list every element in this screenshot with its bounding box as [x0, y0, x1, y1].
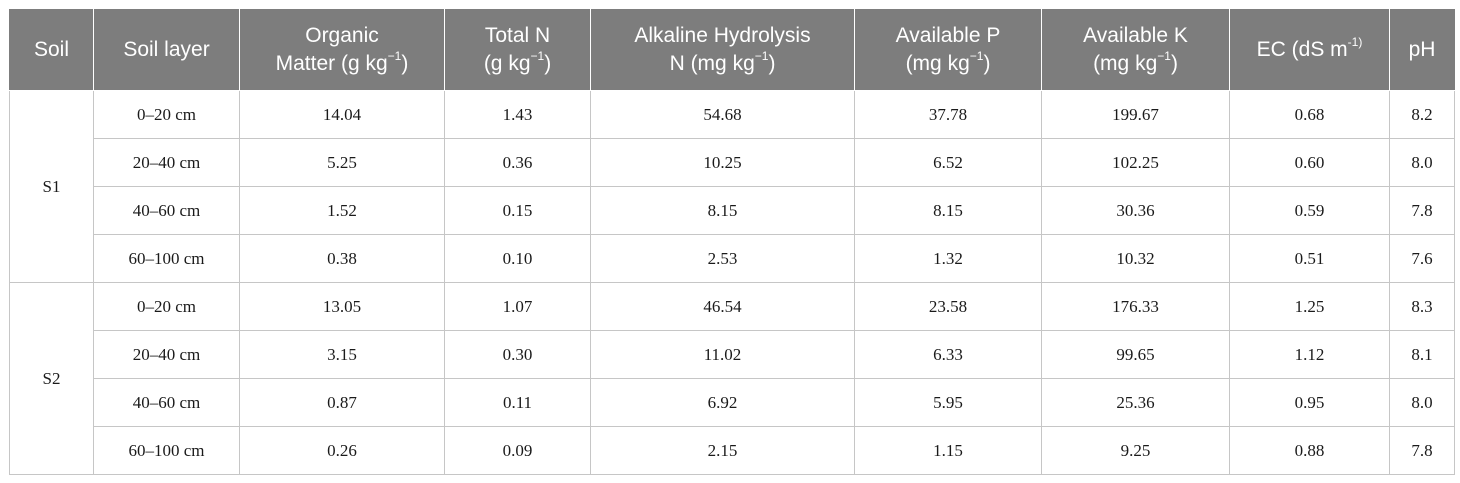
table-row: 20–40 cm 3.15 0.30 11.02 6.33 99.65 1.12 8.1 — [10, 330, 1455, 379]
available-k-cell: 102.25 — [1041, 138, 1230, 187]
alkaline-hydrolysis-n-cell: 8.15 — [590, 186, 855, 235]
header-soil-layer: Soil layer — [93, 9, 240, 91]
total-n-cell: 1.43 — [444, 90, 591, 139]
alkaline-hydrolysis-n-cell: 10.25 — [590, 138, 855, 187]
header-ec: EC (dS m-1) — [1229, 9, 1390, 91]
organic-matter-cell: 0.38 — [239, 234, 445, 283]
available-p-cell: 6.52 — [854, 138, 1042, 187]
alkaline-hydrolysis-n-cell: 11.02 — [590, 330, 855, 379]
header-soil: Soil — [9, 9, 94, 91]
soil-layer-cell: 60–100 cm — [93, 426, 240, 475]
header-available-p: Available P (mg kg−1) — [854, 9, 1042, 91]
total-n-cell: 0.09 — [444, 426, 591, 475]
alkaline-hydrolysis-n-cell: 2.53 — [590, 234, 855, 283]
organic-matter-cell: 0.26 — [239, 426, 445, 475]
available-p-cell: 1.15 — [854, 426, 1042, 475]
ph-cell: 7.8 — [1389, 186, 1455, 235]
table-row: 40–60 cm 1.52 0.15 8.15 8.15 30.36 0.59 7.8 — [10, 186, 1455, 235]
total-n-cell: 0.11 — [444, 378, 591, 427]
soil-layer-cell: 0–20 cm — [93, 90, 240, 139]
alkaline-hydrolysis-n-cell: 46.54 — [590, 282, 855, 331]
soil-layer-cell: 20–40 cm — [93, 138, 240, 187]
ec-cell: 1.12 — [1229, 330, 1390, 379]
available-p-cell: 5.95 — [854, 378, 1042, 427]
available-k-cell: 30.36 — [1041, 186, 1230, 235]
header-ph: pH — [1389, 9, 1455, 91]
available-p-cell: 1.32 — [854, 234, 1042, 283]
table-row: S2 0–20 cm 13.05 1.07 46.54 23.58 176.33 1.25 8.… — [9, 282, 1455, 475]
available-k-cell: 176.33 — [1041, 282, 1230, 331]
soil-layer-cell: 60–100 cm — [93, 234, 240, 283]
ph-cell: 7.8 — [1389, 426, 1455, 475]
ec-cell: 0.60 — [1229, 138, 1390, 187]
total-n-cell: 0.15 — [444, 186, 591, 235]
ec-cell: 0.51 — [1229, 234, 1390, 283]
ph-cell: 8.2 — [1389, 90, 1455, 139]
ec-cell: 0.59 — [1229, 186, 1390, 235]
available-k-cell: 99.65 — [1041, 330, 1230, 379]
table-row: S1 0–20 cm 14.04 1.43 54.68 37.78 199.67 0.68 8.… — [9, 90, 1455, 283]
table-row: 40–60 cm 0.87 0.11 6.92 5.95 25.36 0.95 8.0 — [10, 378, 1455, 427]
ec-cell: 0.95 — [1229, 378, 1390, 427]
organic-matter-cell: 14.04 — [239, 90, 445, 139]
total-n-cell: 1.07 — [444, 282, 591, 331]
ec-cell: 0.88 — [1229, 426, 1390, 475]
alkaline-hydrolysis-n-cell: 2.15 — [590, 426, 855, 475]
soil-layer-cell: 0–20 cm — [93, 282, 240, 331]
available-k-cell: 25.36 — [1041, 378, 1230, 427]
available-k-cell: 9.25 — [1041, 426, 1230, 475]
soil-properties-table: Soil Soil layer Organic Matter (g kg−1) … — [9, 9, 1455, 475]
available-p-cell: 6.33 — [854, 330, 1042, 379]
alkaline-hydrolysis-n-cell: 54.68 — [590, 90, 855, 139]
organic-matter-cell: 0.87 — [239, 378, 445, 427]
available-k-cell: 199.67 — [1041, 90, 1230, 139]
soil-group-cell: S2 — [9, 282, 94, 475]
organic-matter-cell: 3.15 — [239, 330, 445, 379]
table-row: 20–40 cm 5.25 0.36 10.25 6.52 102.25 0.60 8.0 — [10, 138, 1455, 187]
available-k-cell: 10.32 — [1041, 234, 1230, 283]
table-row: 60–100 cm 0.26 0.09 2.15 1.15 9.25 0.88 7.8 — [10, 426, 1455, 475]
ec-cell: 1.25 — [1229, 282, 1390, 331]
header-organic-matter: Organic Matter (g kg−1) — [239, 9, 445, 91]
soil-group-cell: S1 — [9, 90, 94, 283]
header-alkaline-hydrolysis-n: Alkaline Hydrolysis N (mg kg−1) — [590, 9, 855, 91]
ph-cell: 8.1 — [1389, 330, 1455, 379]
soil-layer-cell: 40–60 cm — [93, 378, 240, 427]
available-p-cell: 8.15 — [854, 186, 1042, 235]
header-total-n: Total N (g kg−1) — [444, 9, 591, 91]
table-body: S1 0–20 cm 14.04 1.43 54.68 37.78 199.67 0.68 8.… — [9, 90, 1455, 475]
soil-layer-cell: 20–40 cm — [93, 330, 240, 379]
soil-layer-cell: 40–60 cm — [93, 186, 240, 235]
available-p-cell: 23.58 — [854, 282, 1042, 331]
header-available-k: Available K (mg kg−1) — [1041, 9, 1230, 91]
available-p-cell: 37.78 — [854, 90, 1042, 139]
header-row: Soil Soil layer Organic Matter (g kg−1) … — [9, 9, 1455, 91]
ph-cell: 8.3 — [1389, 282, 1455, 331]
ph-cell: 8.0 — [1389, 138, 1455, 187]
total-n-cell: 0.30 — [444, 330, 591, 379]
total-n-cell: 0.36 — [444, 138, 591, 187]
organic-matter-cell: 13.05 — [239, 282, 445, 331]
total-n-cell: 0.10 — [444, 234, 591, 283]
ph-cell: 8.0 — [1389, 378, 1455, 427]
alkaline-hydrolysis-n-cell: 6.92 — [590, 378, 855, 427]
table-row: 60–100 cm 0.38 0.10 2.53 1.32 10.32 0.51 7.6 — [10, 234, 1455, 283]
organic-matter-cell: 5.25 — [239, 138, 445, 187]
ec-cell: 0.68 — [1229, 90, 1390, 139]
organic-matter-cell: 1.52 — [239, 186, 445, 235]
ph-cell: 7.6 — [1389, 234, 1455, 283]
